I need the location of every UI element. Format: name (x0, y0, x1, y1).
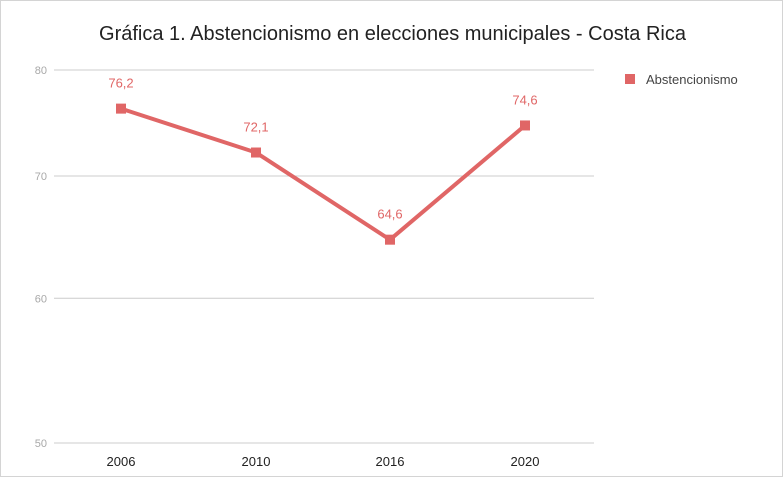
data-point-2006 (116, 103, 126, 114)
y-tick-label-60: 60 (35, 293, 47, 305)
data-label-2016: 64,6 (377, 207, 402, 222)
x-tick-label-2020: 2020 (511, 454, 540, 469)
data-point-2016 (385, 234, 395, 245)
x-tick-label-2010: 2010 (242, 454, 271, 469)
data-point-2010 (251, 147, 261, 158)
data-label-2006: 76,2 (108, 76, 133, 91)
legend-label: Abstencionismo (646, 72, 738, 87)
data-label-2020: 74,6 (512, 92, 537, 107)
x-tick-label-2006: 2006 (107, 454, 136, 469)
y-tick-label-50: 50 (35, 438, 47, 450)
data-point-2020 (520, 120, 530, 131)
y-tick-label-70: 70 (35, 171, 47, 183)
data-label-2010: 72,1 (243, 120, 268, 135)
legend-swatch (625, 74, 635, 84)
y-tick-label-80: 80 (35, 65, 47, 77)
x-tick-label-2016: 2016 (376, 454, 405, 469)
chart-title: Gráfica 1. Abstencionismo en elecciones … (99, 23, 686, 45)
series-line-0 (120, 106, 527, 242)
